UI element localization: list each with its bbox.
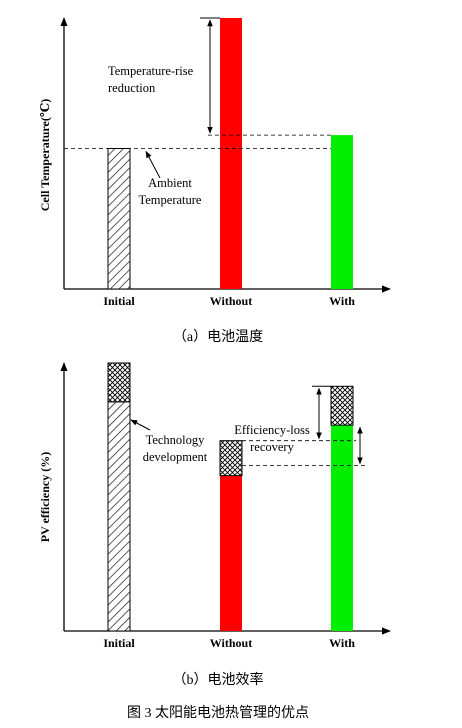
chart-b-annotation-technology-line-2: development [143, 450, 208, 464]
chart-a-y-label: Cell Temperature(℃) [38, 99, 52, 211]
chart-b-tick-label-with: With [329, 636, 355, 650]
chart-a-tick-label-without: Without [210, 294, 252, 308]
chart-a-ambient-pointer-arrow [145, 150, 161, 179]
chart-a-annotation-rise-line-1: Temperature-rise [108, 64, 194, 78]
chart-b-technology-pointer-arrow [130, 419, 151, 431]
chart-b-annotation-recovery-line-2: recovery [250, 440, 294, 454]
chart-b-technology-gain-with [330, 385, 354, 426]
chart-a-tick-label-with: With [329, 294, 355, 308]
chart-b-y-label: PV efficiency (%) [38, 452, 52, 542]
chart-a-caption: （a）电池温度 [173, 329, 263, 345]
chart-a: Cell Temperature(℃) Initial Without With… [38, 17, 391, 345]
chart-b-technology-gain-initial [107, 362, 131, 403]
chart-b-bar-initial [107, 401, 131, 632]
chart-a-tick-label-initial: Initial [103, 294, 135, 308]
chart-a-bar-initial [107, 147, 131, 290]
chart-b-annotation-recovery-line-1: Efficiency-loss [234, 423, 310, 437]
chart-b-caption: （b）电池效率 [173, 671, 264, 688]
chart-b-bar-with [331, 425, 353, 631]
chart-a-annotation-ambient-line-2: Temperature [139, 193, 202, 207]
chart-b: PV efficiency (%) Initial Without With T… [38, 362, 391, 688]
chart-b-tick-label-initial: Initial [103, 636, 135, 650]
chart-b-tick-label-without: Without [210, 636, 252, 650]
chart-b-bar-without [220, 475, 242, 631]
chart-a-annotation-rise-line-2: reduction [108, 81, 156, 95]
chart-b-annotation-technology-line-1: Technology [146, 433, 206, 447]
chart-a-annotation-ambient-line-1: Ambient [148, 176, 192, 190]
chart-a-bar-with [331, 135, 353, 289]
chart-a-bar-without [220, 18, 242, 289]
figure-caption: 图 3 太阳能电池热管理的优点 [127, 705, 309, 721]
chart-b-technology-gain-without [219, 440, 243, 477]
